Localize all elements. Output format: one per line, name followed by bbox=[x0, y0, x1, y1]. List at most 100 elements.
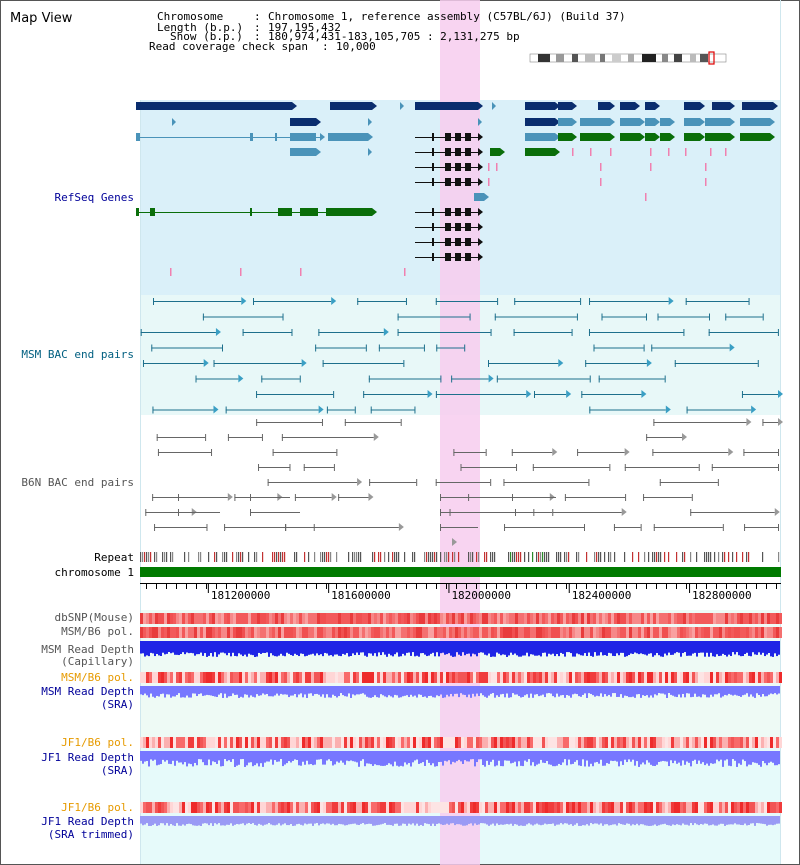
gene-feature[interactable] bbox=[645, 102, 655, 110]
gene-feature[interactable] bbox=[558, 102, 572, 110]
highlight-region[interactable] bbox=[440, 0, 480, 865]
gene-feature[interactable] bbox=[742, 102, 773, 110]
band-cell bbox=[194, 672, 197, 683]
depth-cell bbox=[374, 751, 376, 765]
band-cell bbox=[230, 627, 233, 638]
band-cell bbox=[581, 802, 584, 813]
band-cell bbox=[491, 737, 494, 748]
repeat-mark bbox=[508, 552, 510, 562]
gene-feature[interactable] bbox=[620, 102, 635, 110]
gene-feature[interactable] bbox=[684, 133, 700, 141]
gene-feature[interactable] bbox=[330, 102, 372, 110]
depth-cell bbox=[594, 751, 596, 763]
chromosome-ideogram[interactable] bbox=[529, 51, 727, 65]
gene-feature[interactable] bbox=[580, 118, 610, 126]
gene-feature[interactable] bbox=[684, 102, 700, 110]
depth-cell bbox=[710, 686, 712, 695]
band-cell bbox=[398, 672, 401, 683]
gene-arrow bbox=[572, 133, 577, 141]
gene-feature[interactable] bbox=[660, 133, 670, 141]
repeat-mark bbox=[578, 552, 580, 562]
depth-cell bbox=[258, 641, 260, 653]
gene-feature[interactable] bbox=[705, 133, 730, 141]
depth-cell bbox=[726, 816, 728, 825]
depth-cell bbox=[148, 686, 150, 698]
depth-cell bbox=[696, 686, 698, 697]
depth-cell bbox=[682, 751, 684, 761]
depth-cell bbox=[734, 641, 736, 655]
repeat-mark bbox=[566, 552, 568, 562]
gene-feature[interactable] bbox=[645, 133, 655, 141]
gene-feature[interactable] bbox=[290, 148, 316, 156]
depth-cell bbox=[704, 641, 706, 657]
depth-cell bbox=[174, 816, 176, 826]
gene-feature[interactable] bbox=[525, 133, 555, 141]
depth-cell bbox=[424, 816, 426, 824]
band-cell bbox=[323, 672, 326, 683]
gene-feature[interactable] bbox=[645, 118, 655, 126]
band-cell bbox=[299, 627, 302, 638]
depth-cell bbox=[328, 816, 330, 824]
gene-feature[interactable] bbox=[136, 102, 292, 110]
depth-cell bbox=[484, 641, 486, 655]
depth-cell bbox=[732, 816, 734, 825]
b6n-bac-track[interactable] bbox=[145, 418, 783, 546]
repeat-mark bbox=[326, 552, 328, 562]
gene-feature[interactable] bbox=[598, 102, 610, 110]
gene-feature[interactable] bbox=[558, 133, 572, 141]
band-cell bbox=[260, 737, 263, 748]
variation-tracks[interactable] bbox=[140, 613, 782, 826]
depth-cell bbox=[576, 686, 578, 695]
depth-cell bbox=[612, 686, 614, 694]
band-cell bbox=[227, 672, 230, 683]
band-cell bbox=[608, 627, 611, 638]
gene-feature[interactable] bbox=[660, 118, 670, 126]
depth-cell bbox=[468, 816, 470, 824]
repeat-mark bbox=[262, 552, 264, 562]
gene-feature[interactable] bbox=[525, 118, 555, 126]
gene-feature[interactable] bbox=[290, 118, 316, 126]
repeat-mark bbox=[520, 552, 522, 562]
gene-feature[interactable] bbox=[712, 102, 730, 110]
repeat-mark bbox=[608, 552, 610, 562]
depth-cell bbox=[762, 641, 764, 653]
gene-feature[interactable] bbox=[740, 118, 770, 126]
gene-feature[interactable] bbox=[558, 118, 572, 126]
band-cell bbox=[701, 802, 704, 813]
depth-cell bbox=[500, 751, 502, 767]
band-cell bbox=[572, 613, 575, 624]
depth-cell bbox=[682, 816, 684, 824]
gene-feature[interactable] bbox=[740, 133, 770, 141]
band-cell bbox=[479, 627, 482, 638]
depth-cell bbox=[348, 816, 350, 825]
depth-cell bbox=[464, 641, 466, 656]
band-cell bbox=[206, 737, 209, 748]
gene-feature[interactable] bbox=[525, 148, 555, 156]
depth-cell bbox=[552, 686, 554, 697]
depth-cell bbox=[264, 641, 266, 653]
gene-feature[interactable] bbox=[620, 133, 640, 141]
gene-feature[interactable] bbox=[328, 133, 368, 141]
band-cell bbox=[497, 672, 500, 683]
depth-cell bbox=[238, 641, 240, 654]
depth-cell bbox=[182, 686, 184, 698]
gene-feature[interactable] bbox=[684, 118, 700, 126]
gene-feature[interactable] bbox=[415, 102, 478, 110]
gene-feature[interactable] bbox=[474, 193, 484, 201]
msm-bac-track[interactable] bbox=[140, 297, 783, 414]
band-cell bbox=[770, 802, 773, 813]
repeat-mark bbox=[664, 552, 666, 562]
gene-feature[interactable] bbox=[580, 133, 610, 141]
gene-feature[interactable] bbox=[525, 102, 555, 110]
depth-cell bbox=[720, 686, 722, 698]
ideogram-position-marker[interactable] bbox=[708, 51, 715, 65]
chromosome-bar[interactable] bbox=[140, 567, 781, 577]
gene-feature[interactable] bbox=[705, 118, 730, 126]
band-cell bbox=[395, 613, 398, 624]
gene-feature[interactable] bbox=[490, 148, 500, 156]
refseq-genes-track[interactable] bbox=[136, 102, 778, 276]
repeat-track[interactable] bbox=[140, 552, 780, 562]
gene-feature[interactable] bbox=[620, 118, 640, 126]
axis-tick-label: 182400000 bbox=[572, 589, 632, 602]
band-cell bbox=[326, 672, 329, 683]
